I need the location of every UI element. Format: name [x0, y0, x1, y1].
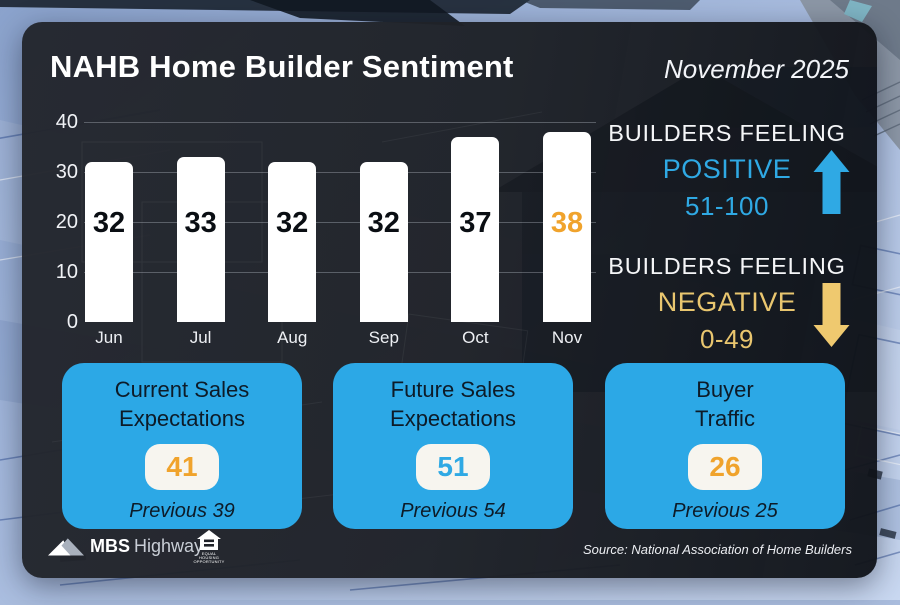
chart-y-axis: 40 30 20 10 0 — [34, 111, 78, 333]
gridline-20 — [84, 222, 596, 223]
up-arrow-icon — [813, 150, 850, 214]
y-tick-label: 40 — [55, 111, 78, 133]
down-arrow-icon — [813, 283, 850, 347]
x-tick-label-jun: Jun — [95, 328, 123, 347]
negative-legend: BUILDERS FEELING NEGATIVE 0-49 — [594, 253, 860, 355]
gridline-10 — [84, 272, 596, 273]
y-tick-label: 10 — [55, 261, 78, 283]
brand-name-regular: Highway — [134, 536, 204, 556]
x-tick-label-nov: Nov — [551, 328, 583, 347]
x-tick-label-jul: Jul — [189, 328, 212, 347]
mountain-icon — [48, 538, 84, 556]
chart-plot: 32 33 32 32 37 38 — [84, 122, 596, 322]
metric-card-1: Future Sales Expectations 51 Previous 54 — [333, 363, 573, 529]
bar-value-label: 37 — [459, 207, 492, 239]
metric-card-2: Buyer Traffic 26 Previous 25 — [605, 363, 845, 529]
y-tick-label: 30 — [55, 161, 78, 183]
y-tick-label: 20 — [55, 211, 78, 233]
metric-previous-value: Previous 39 — [129, 500, 235, 522]
positive-legend-range: 51-100 — [685, 191, 769, 221]
bar-sep: 32 — [359, 162, 408, 322]
bar-value-label: 38 — [550, 207, 584, 239]
metric-previous-value: Previous 25 — [672, 500, 778, 522]
metric-card-title: Future Sales Expectations — [390, 377, 516, 431]
metric-previous-value: Previous 54 — [400, 500, 506, 522]
bar-value-label: 32 — [92, 207, 126, 239]
x-tick-label-aug: Aug — [277, 328, 308, 347]
positive-legend: BUILDERS FEELING POSITIVE 51-100 — [594, 120, 860, 222]
x-tick-label-sep: Sep — [368, 328, 399, 347]
source-attribution: Source: National Association of Home Bui… — [582, 542, 852, 557]
gridline-30 — [84, 172, 596, 173]
bar-oct: 37 — [451, 137, 500, 322]
y-tick-label: 0 — [66, 311, 78, 333]
positive-legend-heading: BUILDERS FEELING — [608, 120, 846, 146]
page-title: NAHB Home Builder Sentiment — [50, 49, 514, 84]
metric-value-badge: 41 — [145, 444, 219, 490]
metric-card-title: Current Sales Expectations — [114, 377, 250, 431]
x-tick-label-oct: Oct — [462, 328, 489, 347]
equal-housing-house-icon — [197, 530, 221, 550]
negative-legend-label: NEGATIVE — [657, 287, 797, 317]
equal-housing-label: EQUAL HOUSING OPPORTUNITY — [193, 551, 225, 564]
bar-aug: 32 — [268, 162, 317, 322]
positive-legend-label: POSITIVE — [662, 154, 792, 184]
bar-jun: 32 — [85, 162, 133, 322]
metric-card-0: Current Sales Expectations 41 Previous 39 — [62, 363, 302, 529]
bar-nov: 38 — [543, 132, 591, 322]
metric-value-badge: 51 — [416, 444, 490, 490]
metric-value-badge: 26 — [688, 444, 762, 490]
bar-jul: 33 — [176, 157, 225, 322]
metric-card-title: Buyer Traffic — [695, 377, 755, 431]
brand-name-bold: MBS — [90, 536, 130, 556]
gridline-40 — [84, 122, 596, 123]
infographic-panel: NAHB Home Builder Sentiment November 202… — [22, 22, 877, 578]
bar-value-label: 32 — [367, 207, 400, 239]
chart-x-axis: Jun Jul Aug Sep Oct Nov — [84, 328, 596, 352]
negative-legend-range: 0-49 — [699, 324, 755, 354]
equal-housing-logo: EQUAL HOUSING OPPORTUNITY — [192, 530, 226, 564]
report-date: November 2025 — [664, 54, 849, 84]
bar-value-label: 32 — [276, 207, 309, 239]
negative-legend-heading: BUILDERS FEELING — [608, 253, 846, 279]
mbs-highway-logo: MBS Highway ® — [48, 536, 210, 557]
bar-value-label: 33 — [184, 207, 217, 239]
